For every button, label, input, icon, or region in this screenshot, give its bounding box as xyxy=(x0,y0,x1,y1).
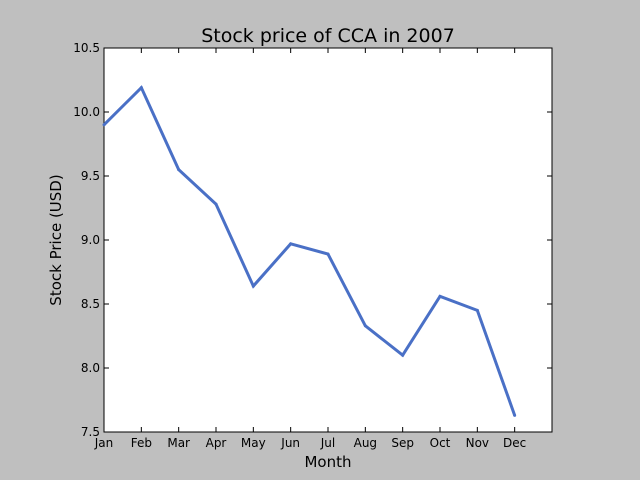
y-tick-label: 9.5 xyxy=(81,169,100,183)
y-tick-label: 9.0 xyxy=(81,233,100,247)
data-point xyxy=(513,413,517,417)
data-point xyxy=(326,252,330,256)
data-point xyxy=(177,168,181,172)
series-layer xyxy=(102,85,517,417)
y-tick-label: 7.5 xyxy=(81,425,100,439)
x-tick-label: May xyxy=(241,436,266,450)
plot-area xyxy=(103,47,553,433)
x-tick-label: Apr xyxy=(206,436,227,450)
data-point xyxy=(363,324,367,328)
x-tick-label: Oct xyxy=(430,436,451,450)
data-point xyxy=(475,308,479,312)
data-point xyxy=(401,353,405,357)
data-point xyxy=(214,202,218,206)
x-tick-label: Aug xyxy=(354,436,377,450)
y-axis-label: Stock Price (USD) xyxy=(47,174,65,305)
x-tick-label: Nov xyxy=(466,436,489,450)
x-tick-label: Dec xyxy=(503,436,526,450)
series-line xyxy=(102,85,517,416)
x-tick-label: Mar xyxy=(167,436,190,450)
data-point xyxy=(251,284,255,288)
x-tick-label: Jul xyxy=(320,436,335,450)
tick-labels: Jan Feb Mar Apr May Jun Jul Aug Sep Oct Nov Dec 7.5 8… xyxy=(73,41,526,450)
chart-title: Stock price of CCA in 2007 xyxy=(201,25,455,47)
data-point xyxy=(289,242,293,246)
data-point xyxy=(139,86,143,90)
x-tick-label: Jun xyxy=(280,436,300,450)
x-tick-label: Sep xyxy=(391,436,414,450)
y-tick-label: 10.0 xyxy=(73,105,100,119)
axis-ticks xyxy=(103,47,552,433)
x-tick-label: Jan xyxy=(94,436,114,450)
y-tick-label: 8.0 xyxy=(81,361,100,375)
y-tick-label: 10.5 xyxy=(73,41,100,55)
x-axis-label: Month xyxy=(304,453,351,471)
data-point xyxy=(438,294,442,298)
y-tick-label: 8.5 xyxy=(81,297,100,311)
data-point xyxy=(102,123,106,127)
x-tick-label: Feb xyxy=(131,436,152,450)
